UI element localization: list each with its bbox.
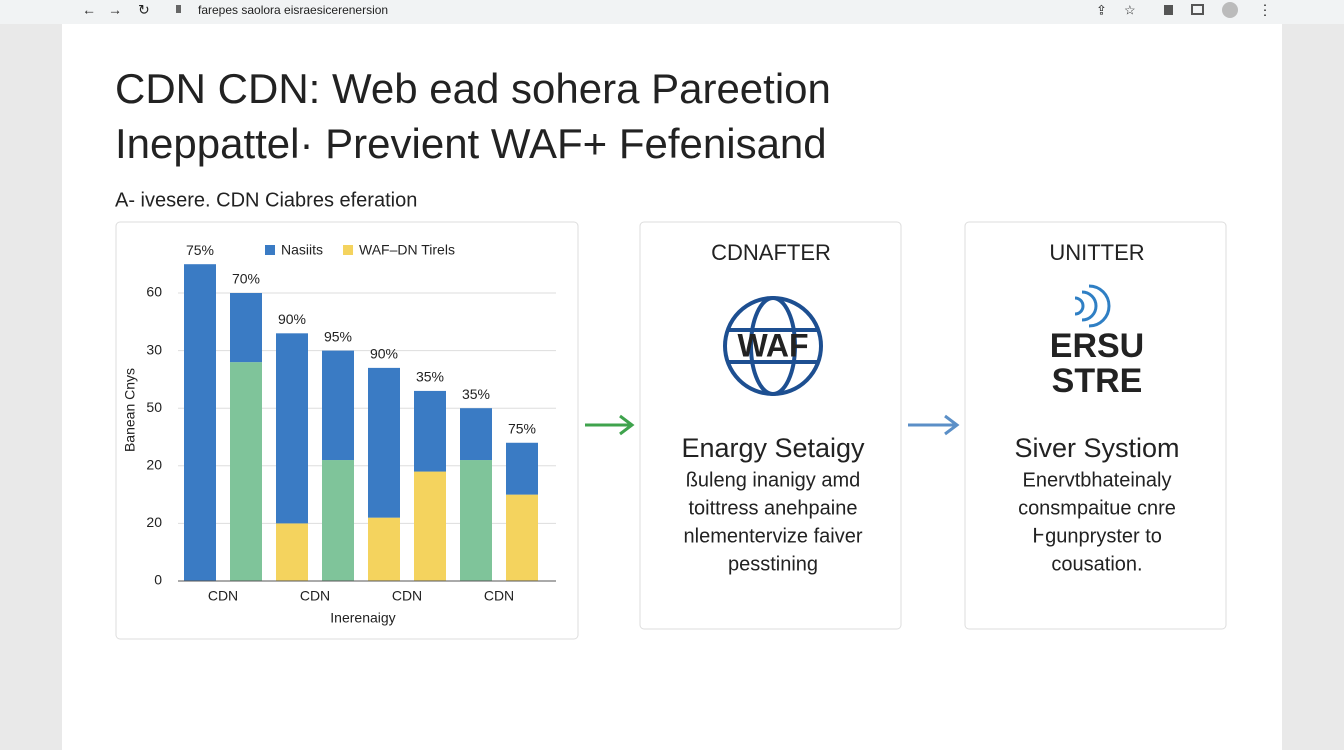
share-icon[interactable]: ⇪ xyxy=(1096,2,1107,17)
arrow-head xyxy=(619,414,635,436)
reload-button[interactable]: ↻ xyxy=(138,2,150,18)
back-button[interactable]: ← xyxy=(82,2,96,18)
signal-icon xyxy=(1074,284,1111,328)
card-line: Ͱgunpryster to xyxy=(1032,525,1162,547)
card-line: cousation. xyxy=(1051,553,1142,575)
x-tick-label: CDN xyxy=(484,588,514,604)
y-tick-label: 60 xyxy=(146,284,162,300)
card-heading: Enargy Setaigy xyxy=(681,433,865,463)
bar-segment xyxy=(184,264,216,581)
bar-segment xyxy=(460,408,492,461)
tab-icon[interactable] xyxy=(1191,4,1204,15)
card-title: CDNAFTER xyxy=(711,240,831,265)
bar-segment xyxy=(368,517,400,581)
y-tick-label: 0 xyxy=(154,572,162,588)
legend-swatch xyxy=(265,245,275,255)
globe-icon xyxy=(723,296,823,396)
bar-segment xyxy=(414,390,446,472)
bar-segment xyxy=(506,442,538,495)
bar-label: 35% xyxy=(416,369,444,385)
card-line: ßuleng inanigy amd xyxy=(686,469,861,491)
bar-label: 95% xyxy=(324,328,352,344)
y-tick-label: 20 xyxy=(146,514,162,530)
x-tick-label: CDN xyxy=(208,588,238,604)
x-tick-label: CDN xyxy=(300,588,330,604)
extension-icon[interactable] xyxy=(1164,5,1173,15)
bar-segment xyxy=(368,367,400,518)
bar-label: 90% xyxy=(278,311,306,327)
icon-text: ERSU xyxy=(1050,327,1144,365)
card-line: nlementervize faiver xyxy=(684,525,863,547)
bar-segment xyxy=(460,460,492,581)
icon-text: STRE xyxy=(1052,362,1143,400)
y-tick-label: 30 xyxy=(146,341,162,357)
card-line: pesstining xyxy=(728,553,818,575)
y-axis-label: Banean Cnys xyxy=(122,368,138,452)
card-line: consmpaitue cnre xyxy=(1018,497,1176,519)
star-icon[interactable]: ☆ xyxy=(1124,2,1136,17)
bar-segment xyxy=(276,523,308,581)
x-tick-label: CDN xyxy=(392,588,422,604)
icon-text: WAF xyxy=(737,327,808,363)
legend-swatch xyxy=(343,245,354,255)
card-line: toittress anehpaine xyxy=(688,497,857,519)
y-tick-label: 50 xyxy=(146,399,162,415)
lock-icon xyxy=(176,5,181,13)
bar-segment xyxy=(506,494,538,581)
toolbar xyxy=(0,0,1344,24)
bar-segment xyxy=(230,293,262,363)
bar-label: 70% xyxy=(232,271,260,287)
bar-segment xyxy=(276,333,308,524)
bar-segment xyxy=(414,471,446,581)
y-tick-label: 20 xyxy=(146,457,162,473)
bar-segment xyxy=(230,362,262,581)
card-heading: Siver Systiom xyxy=(1014,433,1179,463)
forward-button[interactable]: → xyxy=(108,2,122,18)
bar-label: 35% xyxy=(462,386,490,402)
card-title: UNITTER xyxy=(1049,240,1144,265)
card xyxy=(639,221,902,630)
legend-label: Nasiits xyxy=(281,242,323,258)
legend-label: WAF–DN Tirels xyxy=(359,242,455,258)
bar-label: 75% xyxy=(508,420,536,436)
chart: 0 20 20 50 30 60 75% 70% 90% 95% 90% 35% 35% 75% CDN CD… xyxy=(146,242,556,604)
arrow-head xyxy=(944,414,960,436)
heading-line: Ineppattel· Previent WAF+ Fefenisand xyxy=(115,120,827,167)
card-line: Enervtbhateinaly xyxy=(1023,469,1172,491)
heading-line: CDN CDN: Web ead sohera Pareetion xyxy=(115,65,831,112)
card xyxy=(964,221,1227,630)
chart-title: A- ivesere. CDN Ciabres eferation xyxy=(115,189,417,211)
bar-label: 90% xyxy=(370,346,398,362)
bar-segment xyxy=(322,350,354,461)
x-axis-label: Inerenaigy xyxy=(330,610,395,626)
url[interactable]: farepes saolora eisraesicerenersion xyxy=(198,3,388,17)
bar-label: 75% xyxy=(186,242,214,258)
bar-segment xyxy=(322,460,354,581)
menu-icon[interactable]: ⋮ xyxy=(1258,2,1272,18)
profile-icon[interactable] xyxy=(1222,2,1238,18)
